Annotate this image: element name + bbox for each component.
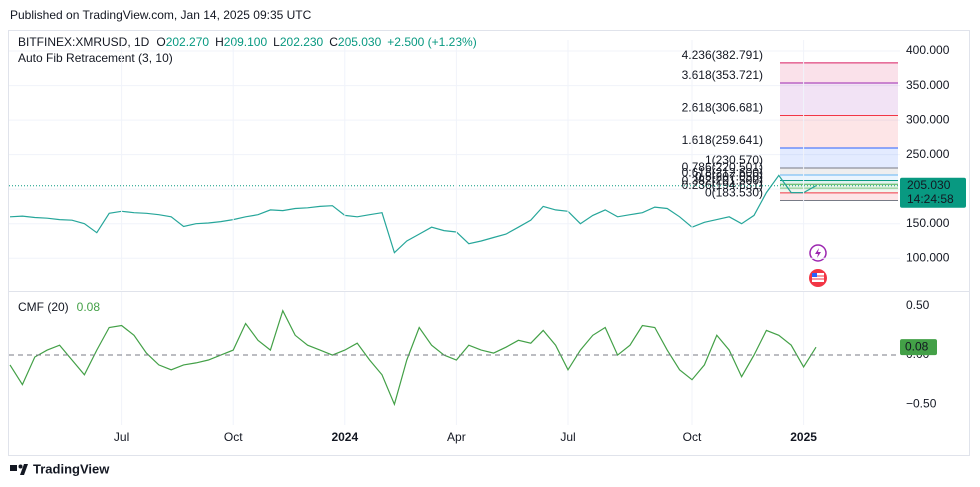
- logo-part: [20, 464, 28, 475]
- ohlc-key: O: [156, 35, 165, 49]
- fib-label: 0.786(220.501): [682, 160, 763, 174]
- value-badge: [900, 339, 937, 356]
- y-tick-label: 300.000: [906, 112, 950, 126]
- icon: [815, 248, 821, 258]
- x-tick-label: 2025: [790, 430, 817, 444]
- fib-zone: [780, 147, 898, 169]
- fib-zone: [780, 175, 898, 181]
- indicator-title: Auto Fib Retracement (3, 10): [18, 51, 173, 65]
- icon: [812, 273, 824, 282]
- fib-label: 0.236(194.631): [682, 178, 763, 192]
- pane-title: CMF (20) 0.08: [18, 300, 100, 314]
- price-change: +2.500 (+1.23%): [387, 35, 476, 49]
- fib-zone: [780, 83, 898, 116]
- series-line: [9, 174, 817, 254]
- fib-label: 4.236(382.791): [682, 48, 763, 62]
- series-line: [9, 309, 817, 407]
- fib-zone: [780, 168, 898, 176]
- fib-zone: [780, 192, 898, 201]
- y-tick-label: 150.000: [906, 216, 950, 230]
- event-icons: [809, 244, 827, 287]
- fib-zone: [780, 184, 898, 189]
- cmf-last-value: 0.08: [77, 300, 101, 314]
- y-tick-label: 350.000: [906, 78, 950, 92]
- pane-title: BITFINEX:XMRUSD, 1D O202.270 H209.100 L202.…: [18, 35, 477, 49]
- fib-zone: [780, 180, 898, 185]
- value-badge-label: 0.08: [905, 339, 929, 353]
- chart-frame: [8, 30, 970, 456]
- price-badge-label: 205.030: [907, 178, 951, 192]
- ohlc-value: 209.100: [224, 35, 268, 49]
- fib-zone: [780, 62, 898, 84]
- ohlc-value: 202.230: [280, 35, 324, 49]
- x-tick-label: Oct: [683, 430, 702, 444]
- x-tick-label: Oct: [224, 430, 243, 444]
- x-tick-label: Apr: [447, 430, 466, 444]
- x-tick-label: Jul: [114, 430, 129, 444]
- ohlc-value: 205.030: [338, 35, 382, 49]
- symbol-title: CMF (20): [18, 300, 69, 314]
- brand: TradingView: [33, 461, 110, 476]
- fib-label: 0(183.530): [705, 186, 763, 200]
- fib-zone: [780, 115, 898, 148]
- ohlc-key: C: [329, 35, 338, 49]
- fib-label: 2.618(306.681): [682, 101, 763, 115]
- y-tick-label: 400.000: [906, 43, 950, 57]
- price-badge: [900, 177, 966, 208]
- ohlc-key: L: [273, 35, 280, 49]
- fib-label: 1.618(259.641): [682, 133, 763, 147]
- fib-label: 0.618(212.600): [682, 166, 763, 180]
- fib-label: 3.618(353.721): [682, 68, 763, 82]
- x-tick-label: 2024: [331, 430, 358, 444]
- tv-logo: [10, 464, 28, 475]
- fib-label: 0.382(201.500): [682, 173, 763, 187]
- y-tick-label: −0.50: [906, 396, 937, 410]
- published-note: Published on TradingView.com, Jan 14, 20…: [10, 8, 312, 22]
- logo-part: [18, 464, 23, 469]
- fib-label: 0.5(207.050): [695, 169, 763, 183]
- fib-zone: [780, 188, 898, 193]
- y-tick-label: 250.000: [906, 147, 950, 161]
- ohlc-key: H: [215, 35, 224, 49]
- y-tick-label: 0.50: [906, 298, 930, 312]
- logo-part: [10, 465, 17, 471]
- icon: [812, 273, 817, 277]
- y-tick-label: 100.000: [906, 250, 950, 264]
- symbol-title: BITFINEX:XMRUSD, 1D: [18, 35, 150, 49]
- ohlc-value: 202.270: [166, 35, 210, 49]
- countdown: 14:24:58: [907, 192, 954, 206]
- x-tick-label: Jul: [560, 430, 575, 444]
- fib-label: 1(230.570): [705, 153, 763, 167]
